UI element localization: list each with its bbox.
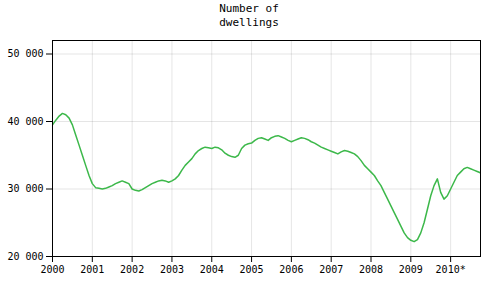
svg-text:2004: 2004 [200,263,224,274]
svg-text:2007: 2007 [319,263,343,274]
svg-text:50 000: 50 000 [7,48,43,59]
svg-text:2010*: 2010* [436,263,466,274]
svg-text:30 000: 30 000 [7,183,43,194]
svg-text:2001: 2001 [80,263,104,274]
svg-text:2005: 2005 [240,263,264,274]
svg-text:2009: 2009 [399,263,423,274]
svg-text:2008: 2008 [359,263,383,274]
svg-text:40 000: 40 000 [7,115,43,126]
svg-text:2002: 2002 [120,263,144,274]
svg-text:2003: 2003 [160,263,184,274]
svg-text:2000: 2000 [40,263,64,274]
svg-text:2006: 2006 [279,263,303,274]
html-text:Number of dwellings: Number of dwellings [219,2,279,29]
svg-text:20 000: 20 000 [7,250,43,261]
